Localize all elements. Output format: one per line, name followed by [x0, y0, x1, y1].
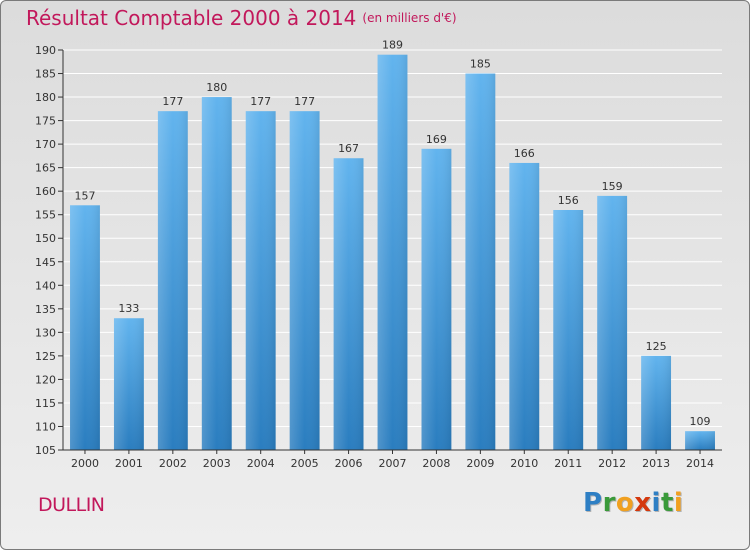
y-tick-label: 180 — [35, 91, 56, 104]
bar-shine — [641, 355, 672, 450]
y-tick-label: 125 — [35, 350, 56, 363]
y-tick-label: 130 — [35, 326, 56, 339]
labels: 105 110 115 120 125 130 135 140 145 150 155 160 165 1… — [35, 39, 714, 470]
data-label: 166 — [514, 147, 535, 160]
y-tick-label: 190 — [35, 44, 56, 57]
title-text: Résultat Comptable 2000 à 2014 — [26, 6, 357, 30]
y-tick-label: 150 — [35, 232, 56, 245]
bar-shine — [553, 210, 584, 450]
data-label: 109 — [690, 415, 711, 428]
x-tick-label: 2005 — [291, 457, 319, 470]
data-label: 169 — [426, 133, 447, 146]
bar-shine — [421, 148, 452, 450]
logo-letter: o — [615, 488, 635, 518]
x-tick-label: 2004 — [247, 457, 275, 470]
data-label: 133 — [118, 302, 139, 315]
logo-letter: i — [651, 488, 661, 518]
y-tick-label: 160 — [35, 185, 56, 198]
unit-note: (en milliers d'€) — [362, 11, 457, 25]
y-tick-label: 155 — [35, 209, 56, 222]
bar-shine — [465, 73, 496, 450]
logo-letter: i — [673, 488, 684, 518]
data-label: 180 — [206, 81, 227, 94]
x-tick-label: 2001 — [115, 457, 143, 470]
bar-shine — [289, 111, 320, 451]
data-label: 177 — [162, 95, 183, 108]
bar-shine — [333, 158, 364, 450]
commune-name: DULLIN — [38, 494, 105, 516]
data-label: 167 — [338, 142, 359, 155]
y-tick-label: 175 — [35, 115, 56, 128]
y-tick-label: 115 — [35, 397, 56, 410]
data-label: 156 — [558, 194, 579, 207]
bar-shine — [245, 111, 276, 451]
bar-shine — [597, 195, 628, 450]
bar-shine — [157, 111, 188, 451]
y-tick-label: 165 — [35, 162, 56, 175]
x-tick-label: 2000 — [71, 457, 99, 470]
x-tick-label: 2012 — [598, 457, 626, 470]
x-tick-label: 2003 — [203, 457, 231, 470]
x-tick-label: 2009 — [466, 457, 494, 470]
proxiti-logo[interactable]: Proxiti — [583, 488, 683, 518]
logo-letter: t — [660, 488, 674, 518]
data-label: 125 — [646, 340, 667, 353]
data-label: 177 — [294, 95, 315, 108]
logo-letter: x — [634, 488, 652, 518]
y-tick-label: 170 — [35, 138, 56, 151]
bars — [70, 54, 715, 451]
bar-shine — [685, 431, 715, 450]
data-label: 177 — [250, 95, 271, 108]
y-tick-label: 145 — [35, 256, 56, 269]
x-tick-label: 2014 — [686, 457, 714, 470]
bar-shine — [377, 54, 408, 451]
x-tick-label: 2002 — [159, 457, 187, 470]
bar-shine — [509, 162, 540, 451]
y-tick-label: 135 — [35, 303, 56, 316]
bar-shine — [70, 205, 100, 450]
x-tick-label: 2006 — [335, 457, 363, 470]
y-tick-label: 185 — [35, 68, 56, 81]
data-label: 189 — [382, 39, 403, 52]
data-label: 159 — [602, 180, 623, 193]
y-tick-label: 120 — [35, 373, 56, 386]
x-tick-label: 2011 — [554, 457, 582, 470]
data-label: 185 — [470, 58, 491, 71]
bar-shine — [113, 318, 144, 450]
bar-shine — [201, 97, 232, 450]
y-tick-label: 110 — [35, 420, 56, 433]
x-tick-label: 2010 — [510, 457, 538, 470]
logo-letter: P — [583, 488, 603, 518]
axes — [58, 49, 722, 454]
x-tick-label: 2013 — [642, 457, 670, 470]
y-tick-label: 140 — [35, 279, 56, 292]
y-tick-label: 105 — [35, 444, 56, 457]
data-label: 157 — [74, 189, 95, 202]
logo-letter: r — [602, 488, 616, 518]
chart-title: Résultat Comptable 2000 à 2014 (en millie… — [26, 6, 457, 30]
x-tick-label: 2008 — [422, 457, 450, 470]
x-tick-label: 2007 — [379, 457, 407, 470]
